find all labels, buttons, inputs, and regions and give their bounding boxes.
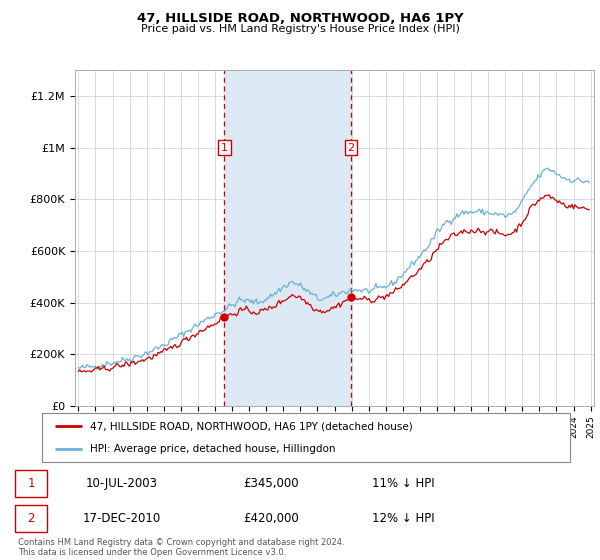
Text: 1: 1 bbox=[221, 143, 228, 152]
Text: £420,000: £420,000 bbox=[244, 512, 299, 525]
FancyBboxPatch shape bbox=[42, 413, 570, 462]
FancyBboxPatch shape bbox=[15, 470, 47, 497]
Text: 17-DEC-2010: 17-DEC-2010 bbox=[82, 512, 161, 525]
Text: Price paid vs. HM Land Registry's House Price Index (HPI): Price paid vs. HM Land Registry's House … bbox=[140, 24, 460, 34]
Text: 47, HILLSIDE ROAD, NORTHWOOD, HA6 1PY (detached house): 47, HILLSIDE ROAD, NORTHWOOD, HA6 1PY (d… bbox=[89, 421, 412, 431]
Text: 47, HILLSIDE ROAD, NORTHWOOD, HA6 1PY: 47, HILLSIDE ROAD, NORTHWOOD, HA6 1PY bbox=[137, 12, 463, 25]
Text: 12% ↓ HPI: 12% ↓ HPI bbox=[373, 512, 435, 525]
Text: HPI: Average price, detached house, Hillingdon: HPI: Average price, detached house, Hill… bbox=[89, 444, 335, 454]
Bar bbox=[224, 70, 351, 406]
Text: 11% ↓ HPI: 11% ↓ HPI bbox=[373, 477, 435, 490]
Text: £345,000: £345,000 bbox=[244, 477, 299, 490]
FancyBboxPatch shape bbox=[15, 505, 47, 532]
Text: 1: 1 bbox=[27, 477, 35, 490]
Text: 2: 2 bbox=[347, 143, 355, 152]
Text: 10-JUL-2003: 10-JUL-2003 bbox=[85, 477, 157, 490]
Text: Contains HM Land Registry data © Crown copyright and database right 2024.
This d: Contains HM Land Registry data © Crown c… bbox=[18, 538, 344, 557]
Text: 2: 2 bbox=[27, 512, 35, 525]
